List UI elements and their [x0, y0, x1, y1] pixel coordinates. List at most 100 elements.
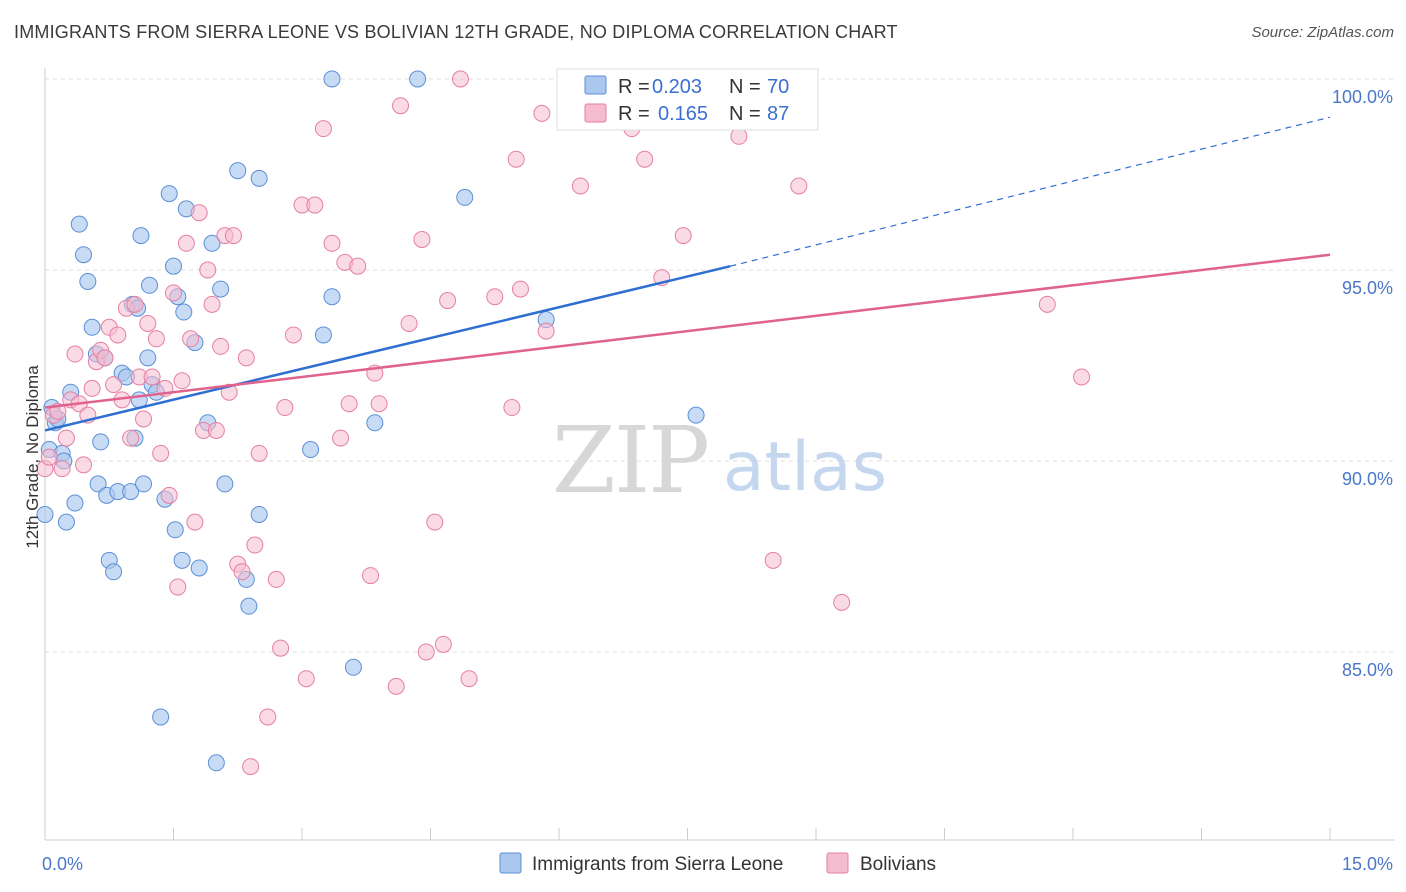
data-point-sierra-leone	[152, 708, 170, 726]
data-point-bolivians	[109, 326, 127, 344]
data-point-bolivians	[147, 330, 165, 348]
data-point-sierra-leone	[190, 559, 208, 577]
data-point-bolivians	[233, 563, 251, 581]
data-point-bolivians	[272, 639, 290, 657]
legend-r-value-1: 0.203	[652, 76, 702, 98]
bottom-legend: Immigrants from Sierra Leone Bolivians	[499, 852, 936, 875]
legend-n-label-1: N =	[729, 76, 761, 98]
data-point-sierra-leone	[302, 441, 320, 459]
data-point-bolivians	[139, 314, 157, 332]
x-tick-label: 0.0%	[42, 854, 83, 874]
data-point-bolivians	[135, 410, 153, 428]
data-point-bolivians	[122, 429, 140, 447]
data-point-sierra-leone	[216, 475, 234, 493]
data-point-bolivians	[417, 643, 435, 661]
data-point-bolivians	[486, 288, 504, 306]
data-point-sierra-leone	[366, 414, 384, 432]
data-point-sierra-leone	[173, 551, 191, 569]
data-point-bolivians	[636, 150, 654, 168]
data-point-bolivians	[66, 345, 84, 363]
data-point-sierra-leone	[166, 521, 184, 539]
legend-n-value-2: 87	[767, 103, 789, 125]
data-point-sierra-leone	[141, 276, 159, 294]
trend-line-sierra-leone	[44, 264, 731, 432]
data-point-bolivians	[96, 349, 114, 367]
data-point-bolivians	[764, 551, 782, 569]
bottom-legend-sierra-leone: Immigrants from Sierra Leone	[532, 854, 783, 875]
data-point-bolivians	[199, 261, 217, 279]
data-point-sierra-leone	[89, 475, 107, 493]
bottom-legend-bolivians: Bolivians	[860, 854, 936, 875]
data-point-bolivians	[434, 635, 452, 653]
trend-line-bolivians	[44, 253, 1331, 409]
data-point-sierra-leone	[132, 227, 150, 245]
data-point-bolivians	[387, 677, 405, 695]
data-point-bolivians	[349, 257, 367, 275]
data-point-sierra-leone	[105, 563, 123, 581]
data-point-sierra-leone	[175, 303, 193, 321]
data-point-sierra-leone	[323, 70, 341, 88]
data-point-bolivians	[674, 227, 692, 245]
legend-n-label-2: N =	[729, 103, 761, 125]
data-point-bolivians	[306, 196, 324, 214]
data-point-bolivians	[250, 444, 268, 462]
bottom-legend-swatch-pink	[826, 852, 849, 874]
data-point-bolivians	[323, 234, 341, 252]
data-point-sierra-leone	[250, 169, 268, 187]
y-axis-label: 12th Grade, No Diploma	[23, 365, 42, 549]
watermark-atlas: atlas	[723, 428, 887, 507]
data-point-sierra-leone	[79, 272, 97, 290]
data-point-bolivians	[571, 177, 589, 195]
data-point-bolivians	[246, 536, 264, 554]
data-point-bolivians	[314, 120, 332, 138]
data-point-bolivians	[57, 429, 75, 447]
data-point-sierra-leone	[160, 185, 178, 203]
x-tick-label: 15.0%	[1342, 854, 1393, 874]
data-point-bolivians	[173, 372, 191, 390]
data-point-bolivians	[413, 230, 431, 248]
data-point-sierra-leone	[139, 349, 157, 367]
data-point-bolivians	[165, 284, 182, 302]
bottom-legend-swatch-blue	[499, 852, 522, 874]
data-point-bolivians	[362, 567, 380, 585]
data-point-bolivians	[503, 399, 521, 417]
legend-r-label-2: R =	[618, 103, 650, 125]
source-label: Source: ZipAtlas.com	[1251, 24, 1394, 41]
data-point-bolivians	[169, 578, 187, 596]
data-point-bolivians	[451, 70, 469, 88]
data-point-sierra-leone	[66, 494, 84, 512]
data-point-bolivians	[143, 368, 161, 386]
legend-n-value-1: 70	[767, 76, 789, 98]
trend-lines	[44, 116, 1331, 432]
data-point-bolivians	[160, 486, 178, 504]
data-point-sierra-leone	[314, 326, 332, 344]
legend-r-value-2: 0.165	[658, 103, 708, 125]
data-point-bolivians	[1038, 295, 1056, 313]
data-point-sierra-leone	[456, 188, 474, 206]
data-point-sierra-leone	[92, 433, 110, 451]
watermark: ZIP atlas	[552, 407, 887, 514]
legend-r-label-1: R =	[618, 76, 650, 98]
trend-line-sierra-leone-extension	[730, 116, 1331, 267]
chart-title: IMMIGRANTS FROM SIERRA LEONE VS BOLIVIAN…	[14, 22, 898, 42]
data-point-bolivians	[790, 177, 808, 195]
y-tick-label: 90.0%	[1342, 469, 1393, 489]
legend-box: R = 0.203 N = 70 R = 0.165 N = 87	[556, 68, 819, 131]
data-point-sierra-leone	[122, 483, 140, 501]
data-point-bolivians	[259, 708, 277, 726]
data-point-sierra-leone	[57, 513, 75, 531]
data-point-bolivians	[392, 97, 410, 115]
data-point-bolivians	[533, 104, 551, 122]
y-tick-label: 95.0%	[1342, 278, 1393, 298]
axes	[44, 68, 1395, 841]
data-point-bolivians	[75, 456, 93, 474]
data-point-bolivians	[730, 127, 748, 145]
data-point-bolivians	[126, 295, 144, 313]
data-point-bolivians	[426, 513, 444, 531]
data-point-bolivians	[439, 292, 457, 310]
data-point-bolivians	[203, 295, 221, 313]
tick-labels: 85.0% 90.0% 95.0% 100.0% 0.0% 15.0%	[42, 87, 1393, 874]
data-point-bolivians	[400, 314, 418, 332]
data-point-bolivians	[53, 460, 71, 478]
